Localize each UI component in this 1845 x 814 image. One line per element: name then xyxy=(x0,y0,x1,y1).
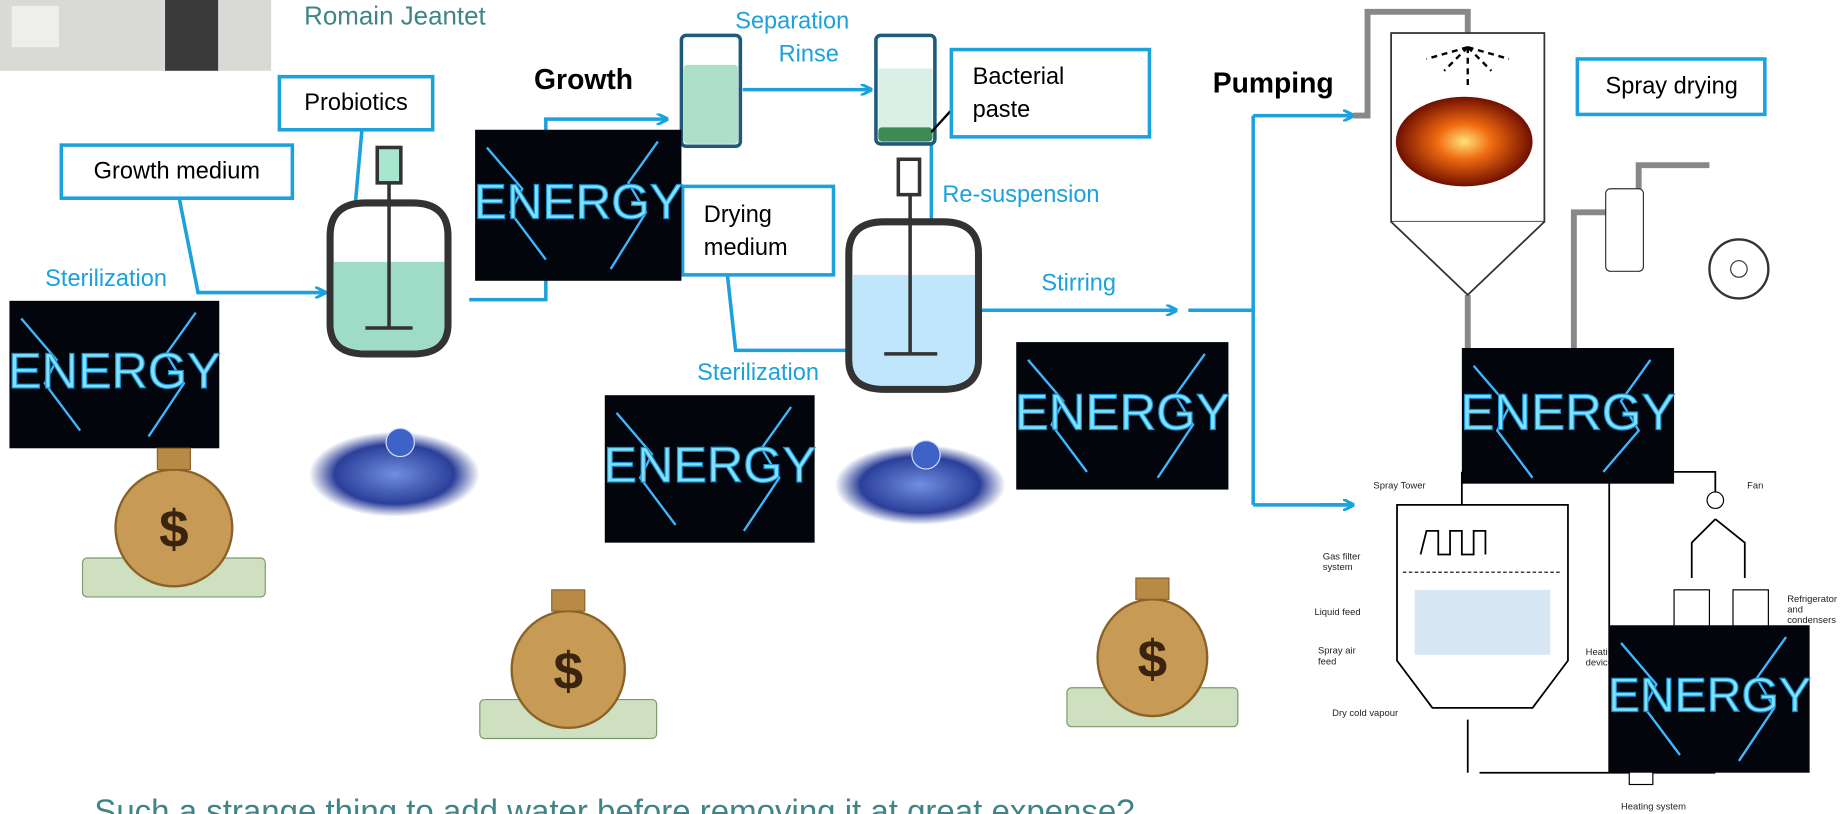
energy-image: ENERGY xyxy=(1608,625,1811,772)
spray-tower-schematic-part: Spray Tower xyxy=(1373,480,1425,491)
caption: Such a strange thing to add water before… xyxy=(94,793,1134,814)
spray-tower-schematic-part xyxy=(1415,590,1551,655)
drop xyxy=(386,428,414,456)
step-labels-part: Re-suspension xyxy=(942,181,1099,207)
spray-dryer-part xyxy=(1606,189,1644,272)
spray-dryer-part xyxy=(1574,212,1609,365)
spray-tower-schematic-part: Dry cold vapour xyxy=(1332,707,1398,718)
slide: Romain Jeantet xyxy=(0,0,1845,814)
bag-neck xyxy=(552,590,585,611)
dollar-sign: $ xyxy=(553,642,583,701)
label-boxes-part: Probiotics xyxy=(304,89,407,115)
dollar-sign: $ xyxy=(159,500,189,559)
money-bag-image: $ xyxy=(480,590,657,739)
spray-tower-schematic-part: system xyxy=(1323,561,1353,572)
label-boxes-part: Bacterial xyxy=(973,63,1065,89)
energy-text: ENERGY xyxy=(474,174,683,229)
energy-text: ENERGY xyxy=(1608,669,1811,723)
beakers-part xyxy=(684,65,738,144)
step-labels-part: Stirring xyxy=(1041,270,1116,296)
reactor-resuspension-part xyxy=(852,275,975,386)
spray-tower-schematic-part: condensers xyxy=(1787,614,1836,625)
label-boxes-part: Spray drying xyxy=(1606,73,1738,99)
reactor-growth xyxy=(330,147,448,353)
spray-tower-schematic-part: Gas filter xyxy=(1323,550,1361,561)
label-boxes-part: Growth medium xyxy=(94,157,260,183)
beakers-part xyxy=(878,127,932,141)
energy-image: ENERGY xyxy=(1015,342,1230,489)
beakers-part xyxy=(878,68,932,129)
energy-image: ENERGY xyxy=(474,130,683,281)
label-boxes-part: paste xyxy=(973,96,1031,122)
bag-neck xyxy=(157,448,190,469)
step-labels-part: Separation xyxy=(735,8,849,34)
step-labels-part: Pumping xyxy=(1213,66,1334,98)
energy-text: ENERGY xyxy=(1460,383,1675,440)
water-drop-image xyxy=(309,428,480,516)
spray-tower-schematic-part: Liquid feed xyxy=(1314,606,1360,617)
spray-tower-schematic-part: Heating system xyxy=(1621,800,1686,811)
spray-tower-schematic-part xyxy=(1707,492,1724,509)
reactor-resuspension-part xyxy=(898,159,919,194)
label-boxes-part: Drying xyxy=(704,201,772,227)
step-labels-part: Growth xyxy=(534,63,633,95)
step-labels-part: Sterilization xyxy=(697,359,819,385)
reactor-growth-part xyxy=(377,147,401,182)
spray-tower-schematic-part: Refrigerator xyxy=(1787,593,1837,604)
drop xyxy=(912,441,940,469)
speaker-video-part xyxy=(165,0,218,71)
step-labels-part: Rinse xyxy=(779,41,839,67)
spray-tower-schematic-part: Spray air xyxy=(1318,645,1356,656)
label-boxes-part: medium xyxy=(704,234,788,260)
water-drop-image xyxy=(835,441,1006,525)
spray-tower-schematic-part: Fan xyxy=(1747,480,1763,491)
energy-text: ENERGY xyxy=(1015,383,1230,440)
page: { "speaker": "Romain Jeantet", "steps": … xyxy=(0,0,1845,814)
spray-tower-schematic-part: device xyxy=(1586,656,1613,667)
spray-dryer-part xyxy=(1709,239,1768,298)
spray-tower-schematic-part: and xyxy=(1787,603,1803,614)
spray-tower-schematic-part: feed xyxy=(1318,655,1336,666)
energy-image: ENERGY xyxy=(603,395,816,542)
money-bag-image: $ xyxy=(83,448,266,597)
spray-dryer-part xyxy=(1391,222,1544,295)
money-bag-image: $ xyxy=(1067,578,1238,727)
bag-neck xyxy=(1136,578,1169,599)
speaker-video xyxy=(0,0,271,71)
label-boxes-part xyxy=(683,186,834,274)
spray-dryer-part xyxy=(1396,97,1533,187)
flow-arrows-part xyxy=(179,198,324,292)
energy-text: ENERGY xyxy=(8,342,221,399)
dollar-sign: $ xyxy=(1138,630,1168,689)
energy-text: ENERGY xyxy=(603,436,816,493)
energy-image: ENERGY xyxy=(8,301,221,448)
step-labels-part: Sterilization xyxy=(45,265,167,291)
energy-image: ENERGY xyxy=(1460,348,1675,484)
speaker-video-part xyxy=(12,6,59,47)
speaker-name: Romain Jeantet xyxy=(304,3,486,31)
spray-dryer-part xyxy=(1639,165,1710,194)
